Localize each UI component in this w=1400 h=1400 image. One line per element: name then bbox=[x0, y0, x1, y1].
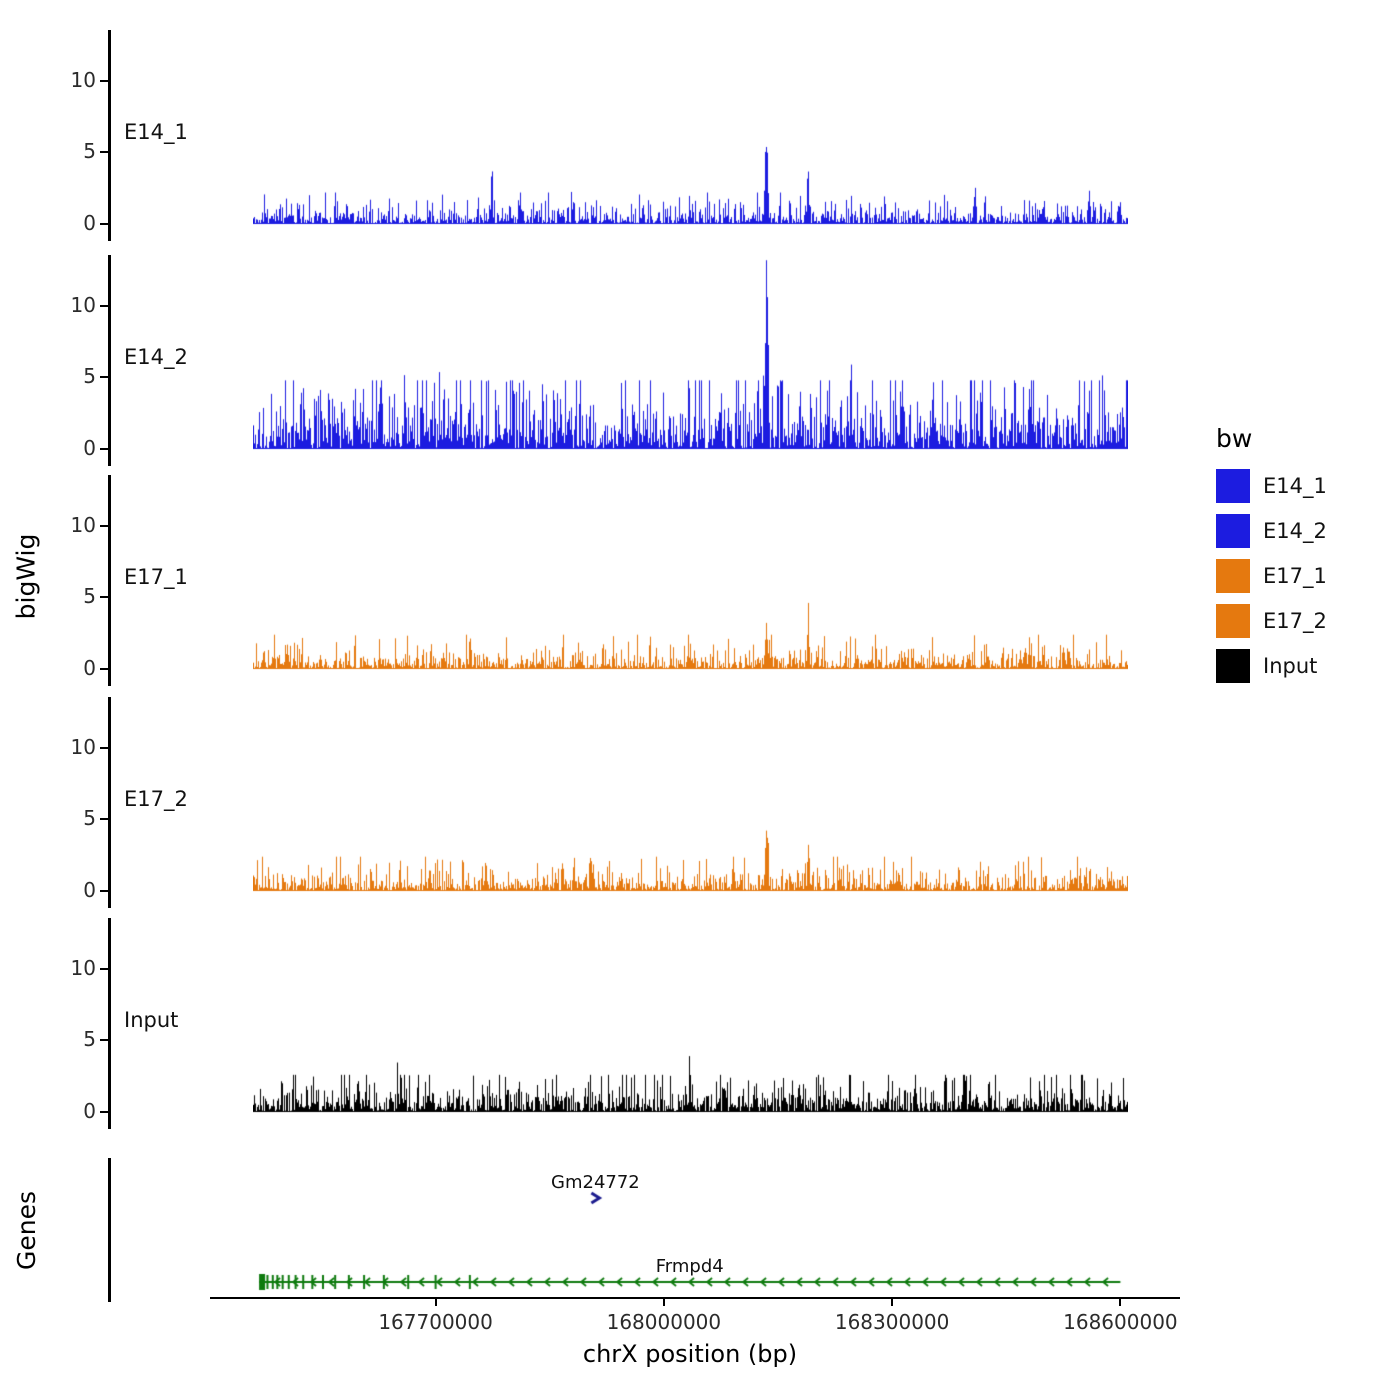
y-tick-mark bbox=[100, 448, 108, 450]
x-tick-mark bbox=[891, 1299, 894, 1306]
signal-e14-2-canvas bbox=[253, 255, 1128, 460]
legend-item-input: Input bbox=[1216, 649, 1327, 683]
x-tick-label: 168600000 bbox=[1063, 1310, 1178, 1334]
track-label-e17-2: E17_2 bbox=[124, 787, 188, 811]
legend-key-swatch bbox=[1216, 469, 1250, 503]
y-tick-mark bbox=[100, 1039, 108, 1041]
track-label-e14-1: E14_1 bbox=[124, 120, 188, 144]
y-tick-mark bbox=[100, 1111, 108, 1113]
track-label-e14-2: E14_2 bbox=[124, 345, 188, 369]
y-tick-mark bbox=[100, 668, 108, 670]
gene-models-canvas bbox=[253, 1160, 1128, 1300]
y-tick-label: 5 bbox=[83, 584, 96, 608]
signal-e17-1-canvas bbox=[253, 475, 1128, 680]
y-axis-line bbox=[108, 475, 111, 686]
track-label-e17-1: E17_1 bbox=[124, 565, 188, 589]
gene-label-gm24772: Gm24772 bbox=[551, 1172, 640, 1193]
y-tick-mark bbox=[100, 890, 108, 892]
y-tick-label: 10 bbox=[70, 293, 96, 317]
y-tick-label: 0 bbox=[83, 878, 96, 902]
track-panel-e14-1: 10 5 0 E14_1 bbox=[0, 30, 1400, 241]
track-panel-e14-2: 10 5 0 E14_2 bbox=[0, 255, 1400, 466]
y-axis-line bbox=[108, 918, 111, 1129]
genes-axis-line bbox=[108, 1158, 111, 1302]
y-tick-label: 0 bbox=[83, 211, 96, 235]
y-tick-label: 10 bbox=[70, 513, 96, 537]
y-tick-label: 10 bbox=[70, 68, 96, 92]
y-tick-mark bbox=[100, 80, 108, 82]
gene-label-frmpd4: Frmpd4 bbox=[655, 1256, 724, 1277]
legend-key-swatch bbox=[1216, 649, 1250, 683]
x-tick-label: 167700000 bbox=[378, 1310, 493, 1334]
y-tick-label: 5 bbox=[83, 1027, 96, 1051]
y-tick-mark bbox=[100, 305, 108, 307]
x-axis-title: chrX position (bp) bbox=[582, 1340, 798, 1368]
y-tick-label: 10 bbox=[70, 735, 96, 759]
y-tick-mark bbox=[100, 376, 108, 378]
y-tick-label: 10 bbox=[70, 956, 96, 980]
legend: bw E14_1 E14_2 E17_1 E17_2 Input bbox=[1216, 424, 1327, 694]
y-tick-mark bbox=[100, 747, 108, 749]
legend-title: bw bbox=[1216, 424, 1253, 453]
legend-item-e17-1: E17_1 bbox=[1216, 559, 1327, 593]
genes-panel: Gm24772 Frmpd4 bbox=[0, 1158, 1400, 1302]
track-label-input: Input bbox=[124, 1008, 179, 1032]
legend-key-swatch bbox=[1216, 559, 1250, 593]
x-tick-label: 168300000 bbox=[834, 1310, 950, 1334]
y-tick-mark bbox=[100, 525, 108, 527]
x-tick-mark bbox=[434, 1299, 437, 1306]
y-tick-label: 0 bbox=[83, 436, 96, 460]
y-tick-mark bbox=[100, 968, 108, 970]
x-tick-mark bbox=[662, 1299, 665, 1306]
y-tick-label: 5 bbox=[83, 139, 96, 163]
signal-e14-1-canvas bbox=[253, 30, 1128, 235]
y-axis-line bbox=[108, 697, 111, 908]
track-panel-input: 10 5 0 Input bbox=[0, 918, 1400, 1129]
y-tick-label: 0 bbox=[83, 656, 96, 680]
y-tick-mark bbox=[100, 223, 108, 225]
y-tick-label: 0 bbox=[83, 1099, 96, 1123]
x-axis-line bbox=[210, 1297, 1180, 1299]
y-tick-mark bbox=[100, 151, 108, 153]
legend-item-e14-1: E14_1 bbox=[1216, 469, 1327, 503]
legend-item-e17-2: E17_2 bbox=[1216, 604, 1327, 638]
legend-key-swatch bbox=[1216, 604, 1250, 638]
legend-key-swatch bbox=[1216, 514, 1250, 548]
legend-item-e14-2: E14_2 bbox=[1216, 514, 1327, 548]
y-tick-mark bbox=[100, 596, 108, 598]
track-panel-e17-1: 10 5 0 E17_1 bbox=[0, 475, 1400, 686]
track-panel-e17-2: 10 5 0 E17_2 bbox=[0, 697, 1400, 908]
signal-input-canvas bbox=[253, 918, 1128, 1123]
y-tick-label: 5 bbox=[83, 364, 96, 388]
y-axis-line bbox=[108, 255, 111, 466]
y-tick-mark bbox=[100, 818, 108, 820]
x-tick-label: 168000000 bbox=[606, 1310, 722, 1334]
signal-e17-2-canvas bbox=[253, 697, 1128, 902]
x-tick-mark bbox=[1119, 1299, 1122, 1306]
y-tick-label: 5 bbox=[83, 806, 96, 830]
y-axis-line bbox=[108, 30, 111, 241]
